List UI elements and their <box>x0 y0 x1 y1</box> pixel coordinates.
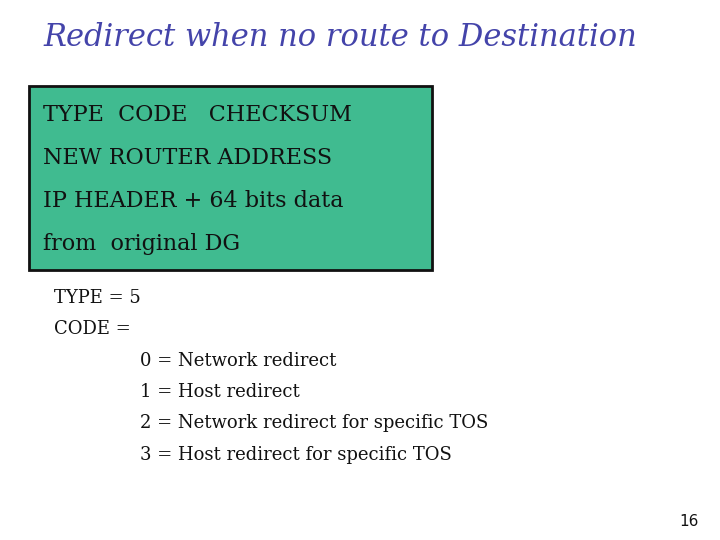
Text: 3 = Host redirect for specific TOS: 3 = Host redirect for specific TOS <box>140 446 452 463</box>
Text: from  original DG: from original DG <box>43 233 240 255</box>
Text: TYPE  CODE   CHECKSUM: TYPE CODE CHECKSUM <box>43 104 352 126</box>
Text: 2 = Network redirect for specific TOS: 2 = Network redirect for specific TOS <box>140 414 489 432</box>
Text: 16: 16 <box>679 514 698 529</box>
Text: NEW ROUTER ADDRESS: NEW ROUTER ADDRESS <box>43 147 333 169</box>
FancyBboxPatch shape <box>29 86 432 270</box>
Text: Redirect when no route to Destination: Redirect when no route to Destination <box>43 22 637 52</box>
Text: TYPE = 5: TYPE = 5 <box>54 289 140 307</box>
Text: 0 = Network redirect: 0 = Network redirect <box>140 352 337 369</box>
Text: IP HEADER + 64 bits data: IP HEADER + 64 bits data <box>43 190 343 212</box>
Text: CODE =: CODE = <box>54 320 131 338</box>
Text: 1 = Host redirect: 1 = Host redirect <box>140 383 300 401</box>
